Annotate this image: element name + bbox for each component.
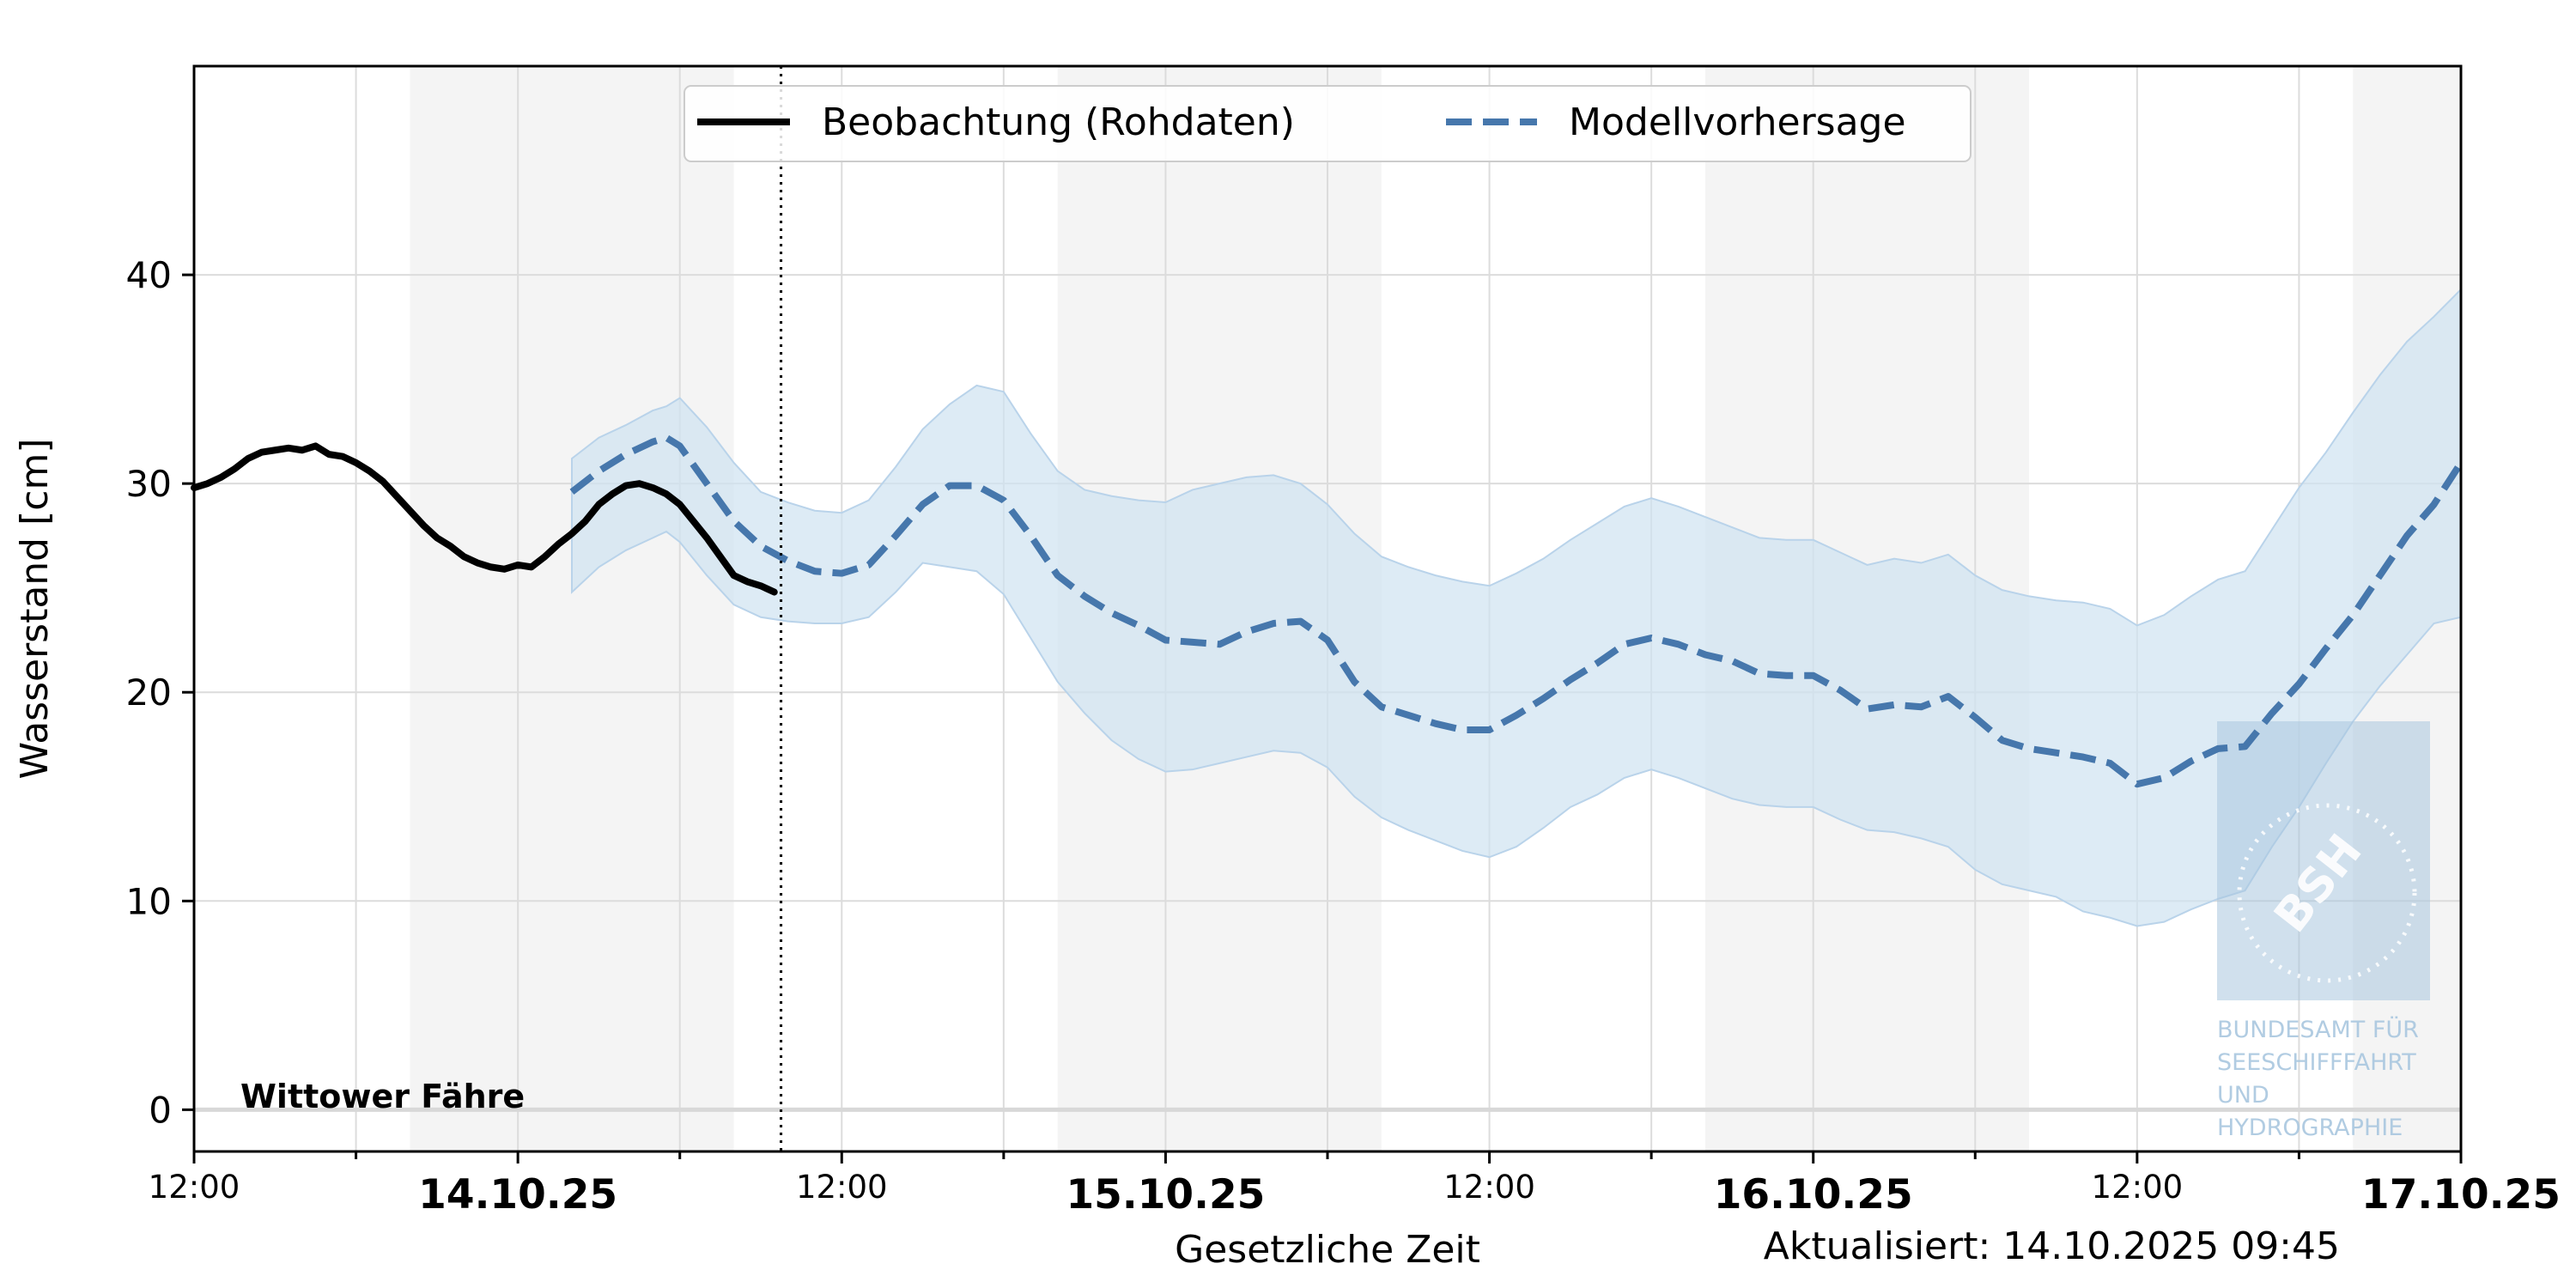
y-axis-label: Wasserstand [cm] xyxy=(13,439,57,780)
ytick-label-30: 30 xyxy=(126,463,172,505)
bsh-watermark: BSH BUNDESAMT FÜR SEESCHIFFFAHRT UND HYD… xyxy=(2217,721,2430,1141)
legend-label-forecast: Modellvorhersage xyxy=(1569,100,1906,144)
legend: Beobachtung (Rohdaten) Modellvorhersage xyxy=(683,85,1971,162)
xtick-label-2: 12:00 xyxy=(796,1169,888,1206)
station-name: Wittower Fähre xyxy=(240,1078,525,1115)
axis-ticks: 0 10 20 30 40 12:00 14.10.25 12:00 15.10.25 12:00… xyxy=(126,254,2561,1218)
bsh-logo-ring xyxy=(2237,803,2417,983)
legend-box xyxy=(683,85,1971,162)
bsh-name-line-4: HYDROGRAPHIE xyxy=(2217,1115,2403,1141)
series-lines xyxy=(191,434,2464,788)
xtick-label-0: 12:00 xyxy=(149,1169,240,1206)
xtick-label-5: 16.10.25 xyxy=(1714,1171,1913,1218)
xtick-label-7: 17.10.25 xyxy=(2361,1171,2561,1218)
forecast-line xyxy=(569,434,2464,788)
bsh-name-line-1: BUNDESAMT FÜR xyxy=(2217,1016,2419,1043)
bsh-logo-box xyxy=(2217,721,2430,1000)
bsh-name-line-2: SEESCHIFFFAHRT xyxy=(2217,1049,2416,1076)
xtick-label-4: 12:00 xyxy=(1443,1169,1535,1206)
observation-line xyxy=(191,442,778,596)
ytick-label-20: 20 xyxy=(126,671,172,714)
xtick-label-1: 14.10.25 xyxy=(418,1171,617,1218)
legend-label-observation: Beobachtung (Rohdaten) xyxy=(822,100,1295,144)
ytick-label-0: 0 xyxy=(149,1089,172,1131)
updated-timestamp: Aktualisiert: 14.10.2025 09:45 xyxy=(1764,1224,2340,1268)
ytick-label-40: 40 xyxy=(126,254,172,296)
xtick-label-3: 15.10.25 xyxy=(1066,1171,1265,1218)
xtick-label-6: 12:00 xyxy=(2092,1169,2184,1206)
x-axis-label: Gesetzliche Zeit xyxy=(1175,1228,1480,1272)
ytick-label-10: 10 xyxy=(126,880,172,922)
night-band-0 xyxy=(410,66,734,1151)
bsh-name-line-3: UND xyxy=(2217,1082,2269,1109)
